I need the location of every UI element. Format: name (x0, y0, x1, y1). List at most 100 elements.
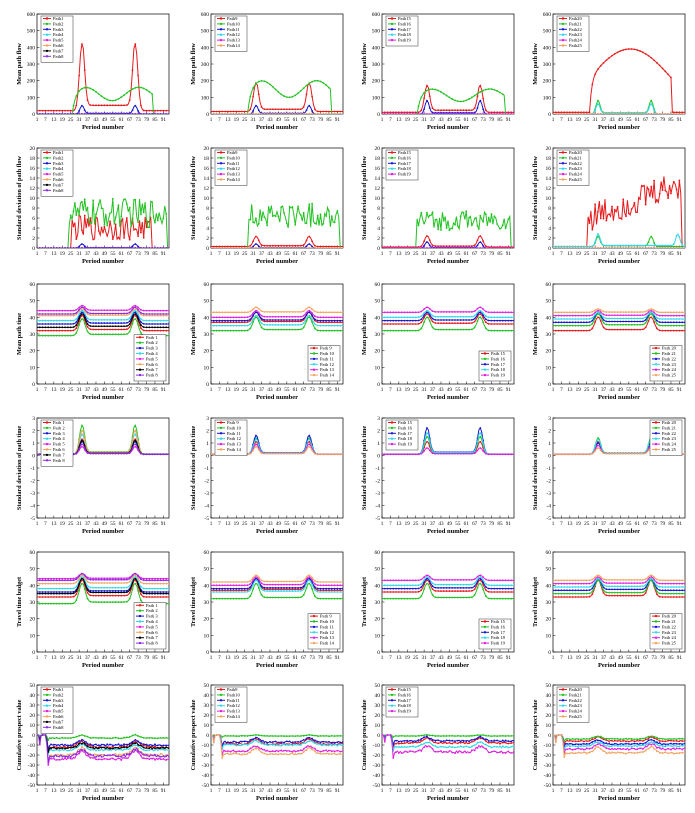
x-tick-label: 61 (119, 387, 125, 393)
x-tick-label: 79 (660, 117, 666, 123)
data-point (66, 309, 69, 312)
data-point (235, 113, 238, 114)
data-point (154, 247, 156, 248)
data-point (342, 316, 343, 319)
data-point (314, 113, 316, 114)
x-tick-label: 79 (489, 387, 495, 393)
data-point (81, 306, 83, 309)
data-point (137, 245, 140, 248)
y-tick-label: 500 (372, 29, 381, 35)
x-tick-label: 79 (660, 251, 666, 257)
data-point (594, 113, 597, 114)
data-point (269, 320, 271, 323)
data-point (257, 222, 260, 225)
data-point (145, 109, 148, 112)
data-point (608, 320, 611, 323)
data-point (420, 245, 423, 248)
x-tick-label: 91 (506, 251, 512, 257)
data-point (658, 324, 661, 327)
data-point (605, 314, 608, 317)
x-tick-label: 49 (276, 387, 282, 393)
data-point (448, 328, 451, 331)
data-point (339, 110, 342, 113)
legend-marker (561, 156, 565, 160)
data-point (308, 311, 311, 314)
data-point (650, 316, 653, 319)
data-point (288, 108, 291, 111)
data-point (451, 322, 454, 325)
data-point (269, 108, 271, 111)
data-point (274, 315, 277, 318)
data-point (580, 318, 582, 320)
data-point (263, 113, 266, 114)
data-point (639, 198, 641, 200)
data-point (38, 109, 41, 112)
data-point (78, 245, 81, 248)
data-point (75, 238, 78, 240)
data-point (608, 314, 611, 317)
data-point (636, 49, 639, 51)
data-point (37, 329, 38, 332)
data-point (328, 316, 330, 319)
data-point (336, 110, 339, 113)
data-point (411, 329, 414, 332)
data-point (114, 216, 117, 219)
x-tick-label: 55 (284, 387, 290, 393)
data-point (456, 328, 459, 331)
y-tick-label: 16 (546, 166, 552, 172)
data-point (109, 309, 111, 312)
data-point (128, 99, 131, 102)
data-point (148, 226, 151, 229)
data-point (647, 309, 650, 311)
x-tick-label: 61 (293, 251, 299, 257)
data-point (134, 318, 137, 320)
data-point (328, 319, 330, 322)
x-tick-label: 61 (635, 251, 641, 257)
series-group (37, 43, 169, 114)
data-point (299, 247, 302, 248)
data-point (650, 311, 653, 314)
data-point (255, 316, 257, 319)
data-point (277, 244, 280, 247)
data-point (431, 211, 434, 214)
data-point (383, 111, 386, 114)
data-point (440, 109, 442, 112)
data-point (636, 247, 639, 248)
data-point (684, 247, 685, 248)
data-point (117, 236, 120, 239)
y-axis-label: Mean path flow (16, 43, 23, 85)
data-point (325, 215, 328, 217)
data-point (504, 323, 507, 325)
legend-marker (45, 162, 49, 165)
data-point (339, 329, 342, 332)
data-point (81, 113, 83, 114)
x-tick-label: 85 (152, 117, 158, 123)
data-point (86, 330, 89, 333)
data-point (159, 109, 162, 112)
data-point (269, 311, 271, 313)
legend-marker (138, 341, 142, 344)
data-point (117, 312, 120, 315)
x-tick-label: 85 (326, 117, 332, 123)
data-point (386, 113, 389, 114)
data-point (120, 215, 123, 218)
data-point (428, 313, 431, 316)
data-point (145, 247, 148, 248)
y-tick-label: 20 (375, 146, 381, 152)
data-point (597, 113, 599, 114)
data-point (41, 109, 44, 112)
data-point (81, 314, 83, 317)
data-point (510, 113, 513, 114)
data-point (644, 313, 647, 316)
data-point (299, 108, 302, 111)
data-point (151, 326, 154, 329)
data-point (499, 329, 501, 332)
legend-marker (483, 357, 487, 361)
data-point (252, 314, 255, 317)
data-point (120, 96, 123, 99)
data-point (470, 96, 473, 99)
data-point (125, 247, 128, 248)
data-point (613, 314, 616, 317)
